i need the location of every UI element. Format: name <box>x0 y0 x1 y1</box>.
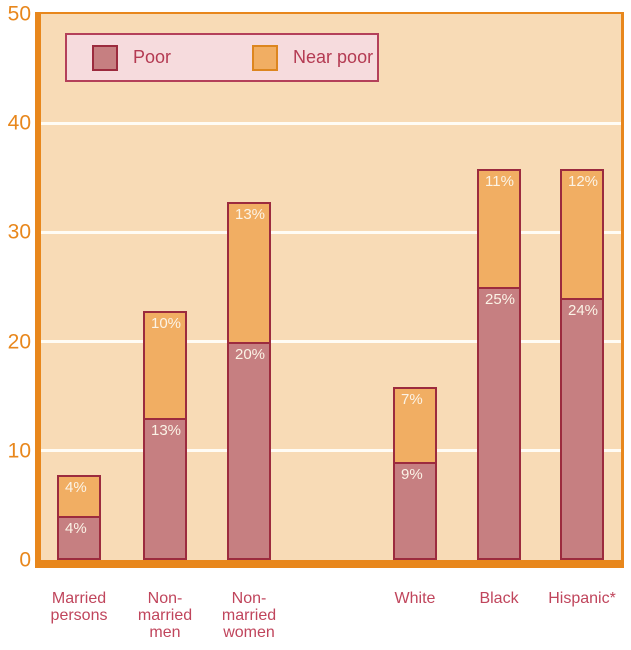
legend-label-near-poor: Near poor <box>293 47 374 67</box>
bar-segment-poor: 25% <box>477 287 521 560</box>
bar-value-label: 12% <box>568 172 599 190</box>
bar-segment-near-poor: 13% <box>227 201 271 344</box>
legend-item-poor: Poor <box>92 44 172 71</box>
category-label-non-married-women: Non- married women <box>221 590 277 641</box>
bar-value-label: 9% <box>401 465 423 483</box>
category-label-white: White <box>394 590 436 607</box>
bar-segment-poor: 4% <box>57 516 101 560</box>
y-axis-tick-20: 20 <box>7 330 31 354</box>
y-axis-tick-0: 0 <box>19 548 31 572</box>
bar-value-label: 7% <box>401 391 423 409</box>
bar-married-persons: 4% 4% <box>57 474 101 560</box>
gridline-40 <box>41 121 621 125</box>
near-poor-swatch-icon <box>252 44 279 71</box>
bar-value-label: 4% <box>65 520 87 538</box>
bar-segment-near-poor: 4% <box>57 474 101 519</box>
y-axis-tick-30: 30 <box>7 220 31 244</box>
bar-segment-near-poor: 12% <box>560 168 604 300</box>
bar-segment-poor: 13% <box>143 418 187 560</box>
bar-value-label: 20% <box>235 345 266 363</box>
gridline-20 <box>41 340 621 344</box>
bar-segment-near-poor: 10% <box>143 310 187 421</box>
bar-segment-poor: 24% <box>560 297 604 560</box>
bar-segment-poor: 9% <box>393 461 437 560</box>
category-label-hispanic: Hispanic* <box>548 590 616 607</box>
bar-segment-near-poor: 11% <box>477 168 521 289</box>
bar-black: 11% 25% <box>477 168 521 560</box>
gridline-10 <box>41 449 621 453</box>
bar-value-label: 4% <box>65 478 87 496</box>
bar-non-married-men: 10% 13% <box>143 310 187 560</box>
gridline-30 <box>41 230 621 234</box>
bar-value-label: 11% <box>485 172 514 190</box>
bar-white: 7% 9% <box>393 387 437 560</box>
bar-value-label: 24% <box>568 301 599 319</box>
legend-item-near-poor: Near poor <box>252 44 374 71</box>
bar-segment-poor: 20% <box>227 341 271 560</box>
category-label-non-married-men: Non- married men <box>137 590 193 641</box>
bar-hispanic: 12% 24% <box>560 168 604 560</box>
legend-label-poor: Poor <box>133 47 172 67</box>
bar-value-label: 25% <box>485 291 516 308</box>
bar-value-label: 10% <box>151 314 182 332</box>
bar-value-label: 13% <box>235 205 266 223</box>
y-axis-tick-40: 40 <box>7 111 31 135</box>
poor-swatch-icon <box>92 44 118 71</box>
bar-non-married-women: 13% 20% <box>227 201 271 560</box>
bar-segment-near-poor: 7% <box>393 387 437 464</box>
bar-value-label: 13% <box>151 422 182 440</box>
y-axis-tick-10: 10 <box>7 439 31 463</box>
y-axis-tick-50: 50 <box>7 2 31 26</box>
legend: Poor Near poor <box>65 33 379 82</box>
category-label-black: Black <box>479 590 519 607</box>
category-label-married-persons: Married persons <box>50 590 108 624</box>
plot-area: 4% 4% 10% 13% 13% 20% 7% 9% 11% 25% 12% 24% <box>35 12 624 568</box>
